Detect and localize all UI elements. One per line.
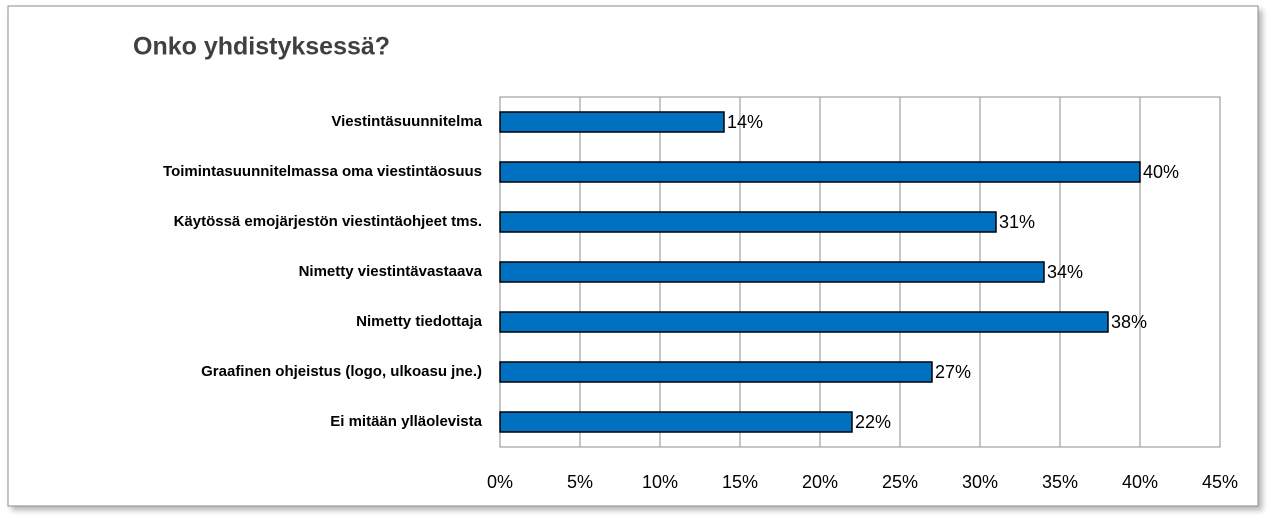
x-tick-label: 25%	[882, 472, 918, 492]
x-tick-label: 0%	[487, 472, 513, 492]
bar	[499, 161, 1141, 183]
category-label: Käytössä emojärjestön viestintäohjeet tm…	[174, 213, 482, 230]
data-label: 34%	[1047, 262, 1083, 282]
data-label: 27%	[935, 362, 971, 382]
category-label: Graafinen ohjeistus (logo, ulkoasu jne.)	[201, 363, 482, 380]
category-label: Nimetty tiedottaja	[356, 313, 483, 330]
x-tick-label: 30%	[962, 472, 998, 492]
x-tick-label: 35%	[1042, 472, 1078, 492]
category-label: Nimetty viestintävastaava	[299, 263, 483, 280]
category-label: Ei mitään ylläolevista	[330, 413, 482, 430]
data-label: 38%	[1111, 312, 1147, 332]
data-label: 31%	[999, 212, 1035, 232]
bar	[499, 361, 933, 383]
category-label: Toimintasuunnitelmassa oma viestintäosuu…	[163, 163, 482, 180]
bar	[499, 111, 725, 133]
x-tick-label: 20%	[802, 472, 838, 492]
data-label: 14%	[727, 112, 763, 132]
data-label: 22%	[855, 412, 891, 432]
chart-title: Onko yhdistyksessä?	[133, 33, 390, 61]
data-label: 40%	[1143, 162, 1179, 182]
x-tick-label: 45%	[1202, 472, 1238, 492]
bar	[499, 211, 997, 233]
x-tick-label: 40%	[1122, 472, 1158, 492]
x-tick-label: 15%	[722, 472, 758, 492]
bar	[499, 411, 853, 433]
x-tick-label: 10%	[642, 472, 678, 492]
bar	[499, 311, 1109, 333]
bar	[499, 261, 1045, 283]
category-label: Viestintäsuunnitelma	[331, 113, 482, 130]
x-tick-label: 5%	[567, 472, 593, 492]
